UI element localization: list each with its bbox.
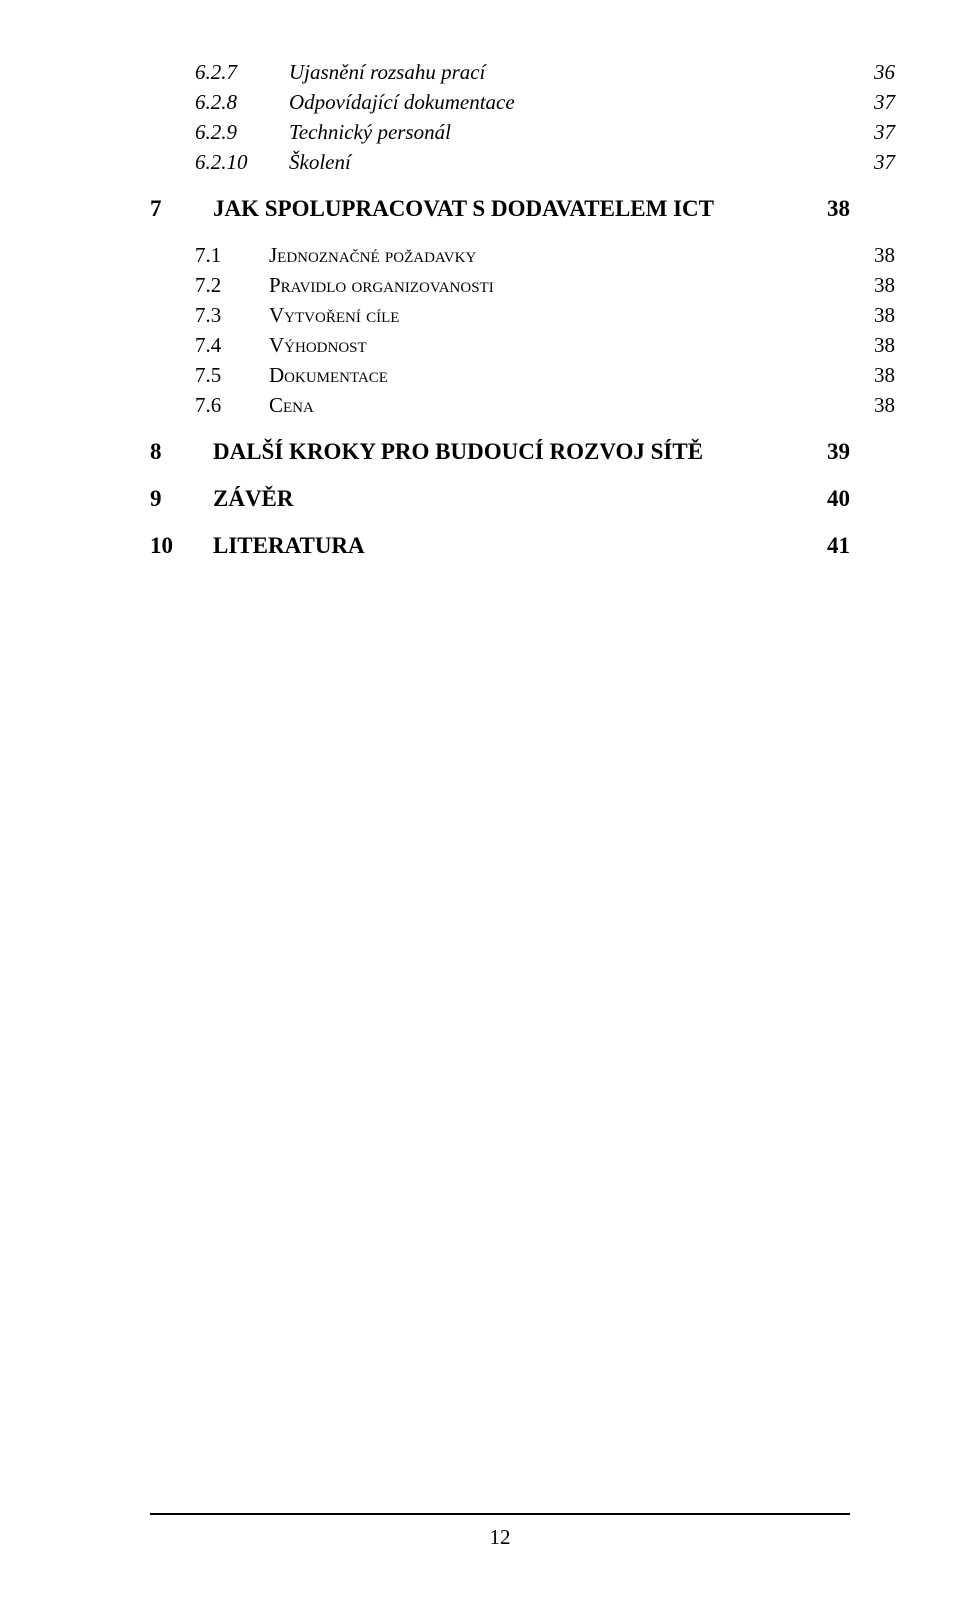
- toc-page: 38: [855, 243, 895, 268]
- toc-num: 7.1: [195, 243, 251, 268]
- toc-row: 10LITERATURA41: [150, 533, 850, 559]
- toc-label: JAK SPOLUPRACOVAT S DODAVATELEM ICT: [195, 196, 810, 222]
- toc-row: 6.2.8Odpovídající dokumentace37: [195, 90, 895, 115]
- toc-gap: [150, 423, 850, 439]
- toc-num: 7.2: [195, 273, 251, 298]
- toc-row: 7.5Dokumentace38: [195, 363, 895, 388]
- toc-row: 6.2.7Ujasnění rozsahu prací36: [195, 60, 895, 85]
- toc-num: 6.2.10: [195, 150, 271, 175]
- toc-label: Ujasnění rozsahu prací: [271, 60, 855, 85]
- toc-gap: [150, 517, 850, 533]
- toc-label: Školení: [271, 150, 855, 175]
- toc-row: 7JAK SPOLUPRACOVAT S DODAVATELEM ICT38: [150, 196, 850, 222]
- toc-page: 36: [855, 60, 895, 85]
- toc-num: 6.2.9: [195, 120, 271, 145]
- toc-num: 6.2.7: [195, 60, 271, 85]
- toc-label: DALŠÍ KROKY PRO BUDOUCÍ ROZVOJ SÍTĚ: [195, 439, 810, 465]
- toc-page: 39: [810, 439, 850, 465]
- toc-num: 7.4: [195, 333, 251, 358]
- toc-label: Vytvoření cíle: [251, 303, 855, 328]
- toc-page: 40: [810, 486, 850, 512]
- toc-gap: [150, 470, 850, 486]
- toc-label: ZÁVĚR: [195, 486, 810, 512]
- toc-label: Cena: [251, 393, 855, 418]
- document-page: 6.2.7Ujasnění rozsahu prací36 6.2.8Odpoví…: [0, 0, 960, 1600]
- page-footer: 12: [150, 1513, 850, 1550]
- toc-label: Odpovídající dokumentace: [271, 90, 855, 115]
- toc-row: 7.4Výhodnost38: [195, 333, 895, 358]
- toc-page: 38: [855, 363, 895, 388]
- toc-row: 7.1Jednoznačné požadavky38: [195, 243, 895, 268]
- toc-num: 9: [150, 486, 195, 512]
- toc-num: 7.5: [195, 363, 251, 388]
- toc-num: 6.2.8: [195, 90, 271, 115]
- toc-num: 10: [150, 533, 195, 559]
- toc-page: 38: [855, 303, 895, 328]
- toc-page: 37: [855, 90, 895, 115]
- toc-label: LITERATURA: [195, 533, 810, 559]
- toc-num: 7.3: [195, 303, 251, 328]
- toc-page: 38: [855, 393, 895, 418]
- toc-label: Dokumentace: [251, 363, 855, 388]
- toc-num: 8: [150, 439, 195, 465]
- toc-page: 38: [810, 196, 850, 222]
- toc-label: Výhodnost: [251, 333, 855, 358]
- toc-page: 38: [855, 273, 895, 298]
- toc-num: 7: [150, 196, 195, 222]
- toc-row: 6.2.10Školení37: [195, 150, 895, 175]
- page-number: 12: [490, 1525, 511, 1549]
- toc-row: 6.2.9Technický personál37: [195, 120, 895, 145]
- toc-row: 7.2Pravidlo organizovanosti38: [195, 273, 895, 298]
- toc-num: 7.6: [195, 393, 251, 418]
- toc-gap: [150, 180, 850, 196]
- toc-label: Pravidlo organizovanosti: [251, 273, 855, 298]
- table-of-contents: 6.2.7Ujasnění rozsahu prací366.2.8Odpoví…: [150, 60, 850, 1550]
- toc-label: Jednoznačné požadavky: [251, 243, 855, 268]
- toc-row: 9ZÁVĚR40: [150, 486, 850, 512]
- toc-page: 37: [855, 150, 895, 175]
- toc-page: 37: [855, 120, 895, 145]
- toc-row: 7.3Vytvoření cíle38: [195, 303, 895, 328]
- toc-gap: [150, 227, 850, 243]
- toc-row: 8DALŠÍ KROKY PRO BUDOUCÍ ROZVOJ SÍTĚ39: [150, 439, 850, 465]
- toc-label: Technický personál: [271, 120, 855, 145]
- toc-row: 7.6Cena38: [195, 393, 895, 418]
- toc-page: 41: [810, 533, 850, 559]
- toc-page: 38: [855, 333, 895, 358]
